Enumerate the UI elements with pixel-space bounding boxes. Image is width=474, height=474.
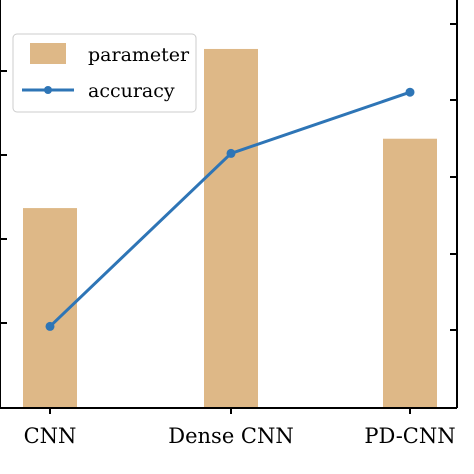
legend-marker-accuracy	[44, 86, 52, 94]
legend-label-parameter: parameter	[88, 44, 190, 66]
x-tick-label-cnn: CNN	[24, 424, 77, 448]
accuracy-point-cnn	[45, 321, 55, 331]
legend-swatch-parameter	[30, 43, 66, 64]
accuracy-point-dense-cnn	[226, 148, 236, 158]
bar-pd-cnn	[383, 138, 437, 408]
legend-label-accuracy: accuracy	[88, 80, 175, 102]
x-tick-label-pd-cnn: PD-CNN	[364, 424, 455, 448]
bar-dense-cnn	[204, 48, 258, 409]
x-tick-labels: CNN Dense CNN PD-CNN	[24, 424, 456, 448]
legend: parameter accuracy	[12, 33, 197, 113]
plot-area	[0, 0, 458, 414]
x-tick-label-dense-cnn: Dense CNN	[168, 424, 294, 448]
accuracy-point-pd-cnn	[405, 87, 415, 97]
